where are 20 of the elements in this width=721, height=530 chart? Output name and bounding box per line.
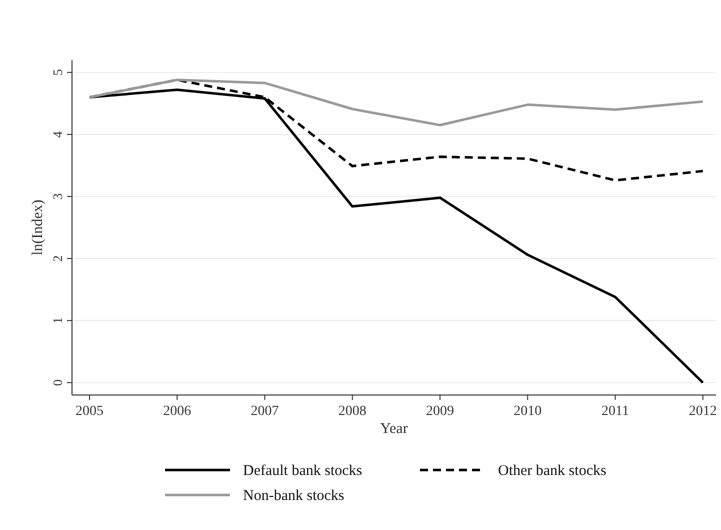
legend-label: Other bank stocks [498,463,606,479]
x-tick-label: 2006 [163,404,192,419]
legend-label: Non-bank stocks [243,488,344,504]
x-tick-label: 2009 [426,404,454,419]
y-axis-title: ln(Index) [30,200,46,256]
y-tick-label: 3 [50,193,65,200]
x-tick-label: 2008 [338,404,366,419]
x-tick-label: 2010 [514,404,542,419]
x-tick-label: 2005 [76,404,104,419]
y-tick-label: 0 [50,379,65,386]
y-tick-label: 4 [50,130,65,138]
y-tick-label: 5 [50,69,65,76]
x-tick-label: 2007 [250,404,279,419]
y-tick-label: 1 [50,317,65,324]
y-tick-label: 2 [50,255,65,262]
x-axis-title: Year [380,421,408,437]
line-series [88,78,704,126]
x-tick-label: 2012 [688,404,717,419]
legend-label: Default bank stocks [243,463,362,479]
x-tick-label: 2011 [601,404,629,419]
